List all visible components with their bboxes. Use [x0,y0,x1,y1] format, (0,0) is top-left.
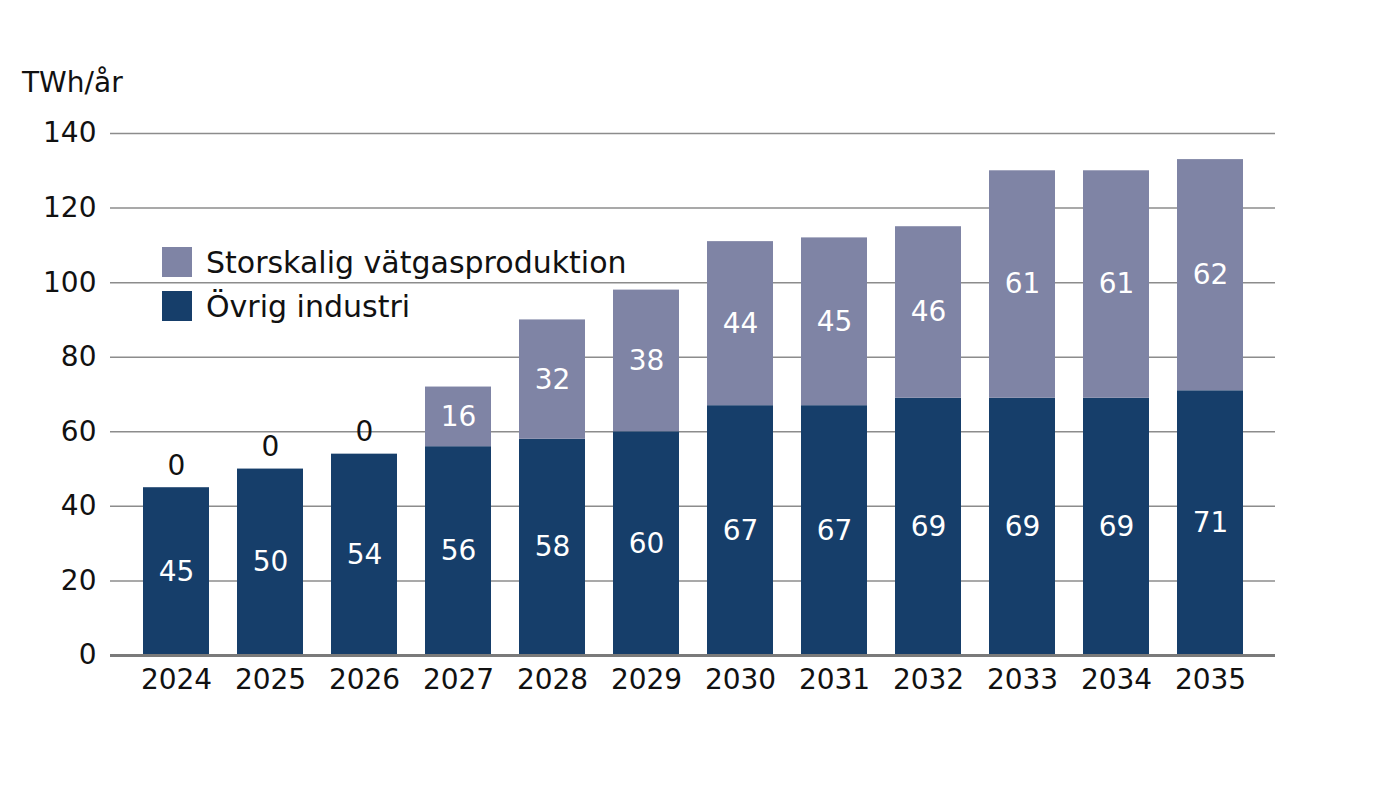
svg-text:69: 69 [911,510,947,543]
svg-text:32: 32 [535,363,571,396]
svg-text:0: 0 [79,638,97,671]
svg-text:2025: 2025 [235,663,306,696]
svg-text:45: 45 [159,555,195,588]
svg-text:44: 44 [723,307,759,340]
svg-text:0: 0 [356,415,374,448]
svg-text:71: 71 [1193,506,1229,539]
svg-text:2030: 2030 [705,663,776,696]
svg-text:2033: 2033 [987,663,1058,696]
svg-text:67: 67 [817,514,853,547]
svg-text:60: 60 [61,415,97,448]
svg-text:62: 62 [1193,258,1229,291]
svg-text:20: 20 [61,564,97,597]
svg-text:0: 0 [262,430,280,463]
svg-text:69: 69 [1099,510,1135,543]
svg-text:38: 38 [629,344,665,377]
svg-text:40: 40 [61,489,97,522]
html-text:TWh/år: TWh/år [22,66,123,99]
svg-text:80: 80 [61,340,97,373]
svg-text:120: 120 [43,191,96,224]
svg-text:2027: 2027 [423,663,494,696]
svg-text:2032: 2032 [893,663,964,696]
svg-text:2026: 2026 [329,663,400,696]
html-text:Övrig industri: Övrig industri [206,288,411,324]
svg-text:2031: 2031 [799,663,870,696]
svg-text:140: 140 [43,116,96,149]
svg-text:54: 54 [347,538,383,571]
svg-text:46: 46 [911,295,947,328]
svg-text:45: 45 [817,305,853,338]
svg-text:50: 50 [253,545,289,578]
svg-text:60: 60 [629,527,665,560]
svg-text:2035: 2035 [1175,663,1246,696]
svg-text:16: 16 [441,400,477,433]
svg-text:2034: 2034 [1081,663,1152,696]
svg-text:61: 61 [1099,267,1135,300]
svg-text:0: 0 [168,449,186,482]
svg-text:61: 61 [1005,267,1041,300]
svg-text:69: 69 [1005,510,1041,543]
svg-text:100: 100 [43,266,96,299]
html-text:Storskalig vätgasproduktion: Storskalig vätgasproduktion [206,244,627,280]
svg-text:56: 56 [441,534,477,567]
svg-text:2028: 2028 [517,663,588,696]
svg-text:2029: 2029 [611,663,682,696]
svg-text:58: 58 [535,530,571,563]
svg-text:67: 67 [723,514,759,547]
svg-text:2024: 2024 [141,663,212,696]
